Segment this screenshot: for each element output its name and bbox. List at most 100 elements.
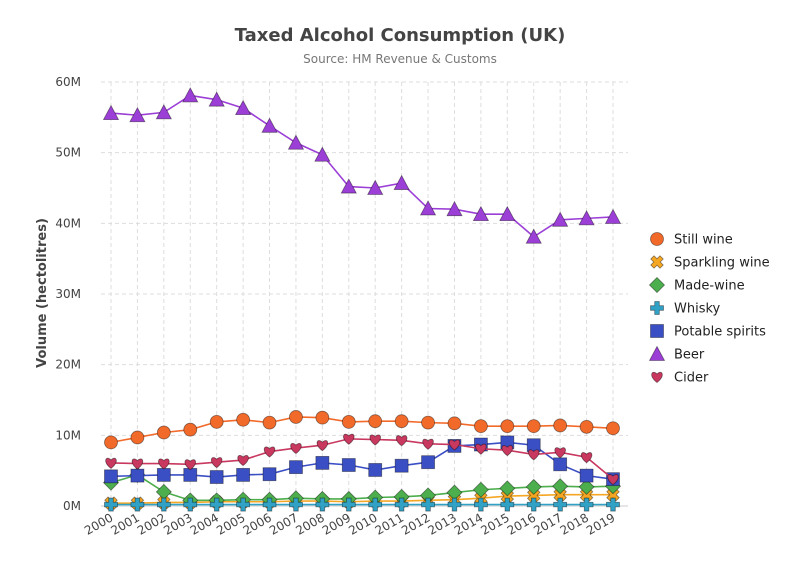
data-point-potable-spirits bbox=[183, 468, 198, 482]
data-point-potable-spirits bbox=[315, 455, 330, 470]
data-point-whisky bbox=[183, 497, 198, 512]
data-point-potable-spirits bbox=[209, 470, 224, 484]
data-point-beer bbox=[102, 104, 120, 120]
x-tick-label: 2019 bbox=[584, 510, 617, 537]
data-point-beer bbox=[234, 99, 252, 116]
data-point-cider bbox=[501, 445, 513, 457]
grid bbox=[101, 81, 628, 506]
legend-item-potable-spirits: Potable spirits bbox=[650, 324, 766, 340]
data-point-cider bbox=[343, 433, 355, 445]
data-point-whisky bbox=[236, 497, 251, 512]
series-still-wine bbox=[104, 410, 620, 450]
data-point-cider bbox=[105, 457, 117, 469]
data-point-potable-spirits bbox=[394, 458, 409, 473]
legend-item-whisky: Whisky bbox=[650, 301, 721, 317]
series-potable-spirits bbox=[104, 435, 620, 487]
data-point-potable-spirits bbox=[104, 469, 118, 484]
data-point-still-wine bbox=[209, 415, 224, 429]
data-point-whisky bbox=[289, 497, 303, 512]
data-point-potable-spirits bbox=[421, 455, 435, 470]
data-point-still-wine bbox=[579, 419, 594, 434]
data-point-still-wine bbox=[156, 425, 171, 440]
data-point-still-wine bbox=[368, 414, 383, 429]
y-tick-label: 50M bbox=[55, 146, 81, 160]
legend: Still wine Sparkling wine Made-wine Whisky P… bbox=[648, 232, 770, 386]
data-point-still-wine bbox=[262, 415, 277, 430]
axes: 0M10M20M30M40M50M60M20002001200220032004… bbox=[55, 75, 628, 538]
series-beer bbox=[102, 87, 622, 244]
legend-marker-still-wine bbox=[650, 232, 664, 246]
data-point-whisky bbox=[421, 497, 435, 512]
legend-label-still-wine: Still wine bbox=[674, 233, 733, 248]
data-point-still-wine bbox=[553, 418, 568, 433]
chart-subtitle: Source: HM Revenue & Customs bbox=[303, 52, 497, 66]
data-point-cider bbox=[607, 474, 619, 486]
data-point-potable-spirits bbox=[368, 463, 383, 477]
data-point-potable-spirits bbox=[553, 457, 568, 472]
data-point-still-wine bbox=[341, 415, 356, 429]
legend-label-made-wine: Made-wine bbox=[674, 279, 745, 294]
data-point-cider bbox=[263, 446, 276, 458]
data-point-cider bbox=[448, 439, 461, 451]
data-point-cider bbox=[237, 454, 249, 467]
y-tick-label: 20M bbox=[55, 358, 81, 372]
y-tick-label: 0M bbox=[63, 499, 81, 513]
data-point-whisky bbox=[156, 497, 171, 512]
series-cider bbox=[105, 433, 619, 486]
y-tick-label: 40M bbox=[55, 216, 81, 230]
data-point-potable-spirits bbox=[341, 458, 356, 472]
data-point-beer bbox=[287, 134, 305, 150]
data-point-beer bbox=[182, 87, 199, 103]
legend-marker-made-wine bbox=[648, 276, 666, 294]
data-point-beer bbox=[578, 210, 595, 226]
data-point-beer bbox=[129, 106, 146, 123]
y-axis-label: Volume (hectolitres) bbox=[35, 218, 50, 368]
data-point-still-wine bbox=[421, 415, 435, 430]
data-point-cider bbox=[316, 440, 329, 452]
data-point-cider bbox=[131, 458, 144, 470]
data-point-whisky bbox=[209, 497, 224, 512]
data-point-beer bbox=[551, 211, 569, 227]
data-point-still-wine bbox=[315, 410, 330, 425]
data-point-whisky bbox=[606, 497, 620, 512]
data-point-whisky bbox=[315, 497, 330, 512]
data-point-still-wine bbox=[447, 416, 462, 431]
y-tick-label: 10M bbox=[55, 428, 81, 442]
data-point-still-wine bbox=[236, 412, 251, 427]
data-point-cider bbox=[211, 457, 223, 469]
data-point-potable-spirits bbox=[130, 468, 145, 483]
data-point-beer bbox=[340, 178, 357, 194]
data-point-whisky bbox=[341, 497, 356, 512]
data-point-whisky bbox=[130, 497, 145, 512]
legend-item-made-wine: Made-wine bbox=[648, 276, 745, 294]
series-line-beer bbox=[110, 94, 614, 238]
data-point-cider bbox=[422, 438, 434, 450]
legend-label-potable-spirits: Potable spirits bbox=[674, 325, 766, 340]
data-point-beer bbox=[155, 104, 173, 120]
data-point-beer bbox=[472, 205, 490, 222]
data-point-beer bbox=[208, 91, 225, 107]
data-point-beer bbox=[367, 179, 384, 195]
data-point-cider bbox=[369, 434, 381, 446]
data-point-whisky bbox=[579, 497, 594, 512]
legend-item-beer: Beer bbox=[648, 345, 705, 363]
data-point-still-wine bbox=[183, 422, 198, 437]
data-point-whisky bbox=[447, 497, 462, 512]
data-point-made-wine bbox=[472, 481, 489, 498]
legend-label-cider: Cider bbox=[674, 371, 709, 386]
data-point-potable-spirits bbox=[579, 468, 594, 483]
legend-marker-sparkling-wine bbox=[650, 255, 664, 269]
data-point-made-wine bbox=[499, 480, 516, 497]
legend-item-sparkling-wine: Sparkling wine bbox=[650, 255, 770, 271]
legend-item-cider: Cider bbox=[651, 371, 709, 386]
data-point-still-wine bbox=[473, 419, 488, 434]
data-point-cider bbox=[158, 458, 170, 470]
data-point-cider bbox=[184, 459, 196, 471]
data-point-potable-spirits bbox=[236, 468, 251, 482]
data-point-made-wine bbox=[552, 478, 569, 495]
data-point-beer bbox=[419, 200, 437, 216]
data-point-cider bbox=[395, 435, 408, 447]
legend-label-beer: Beer bbox=[674, 348, 705, 363]
data-point-cider bbox=[290, 442, 302, 455]
chart-title: Taxed Alcohol Consumption (UK) bbox=[235, 25, 566, 46]
